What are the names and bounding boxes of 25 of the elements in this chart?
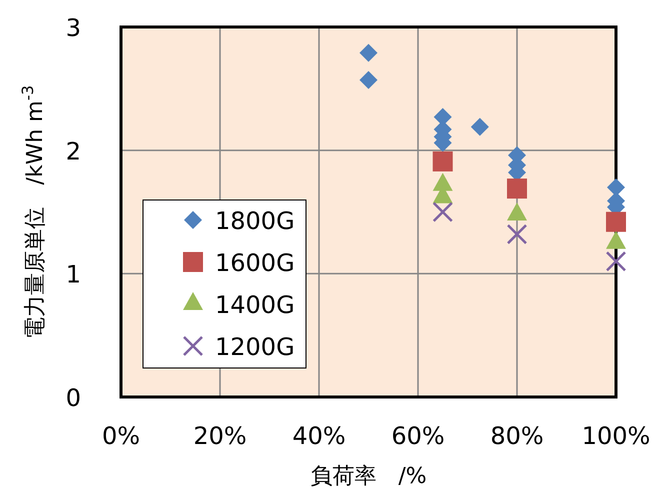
y-tick-label: 3 [66, 14, 81, 42]
x-tick-label: 20% [193, 422, 247, 450]
x-tick-label: 80% [490, 422, 544, 450]
point [360, 44, 378, 62]
point [507, 178, 527, 199]
point [607, 178, 625, 196]
point [606, 251, 626, 272]
x-tick-label: 40% [292, 422, 346, 450]
point [432, 202, 453, 222]
x-axis-title: 負荷率 /% [310, 464, 427, 489]
point [470, 118, 489, 136]
y-tick-label: 2 [66, 137, 81, 166]
y-tick-label: 0 [66, 384, 81, 412]
legend-label: 1200G [215, 333, 295, 361]
legend-label: 1600G [215, 249, 295, 277]
legend-label: 1400G [215, 291, 295, 319]
point [432, 151, 453, 172]
point [360, 71, 378, 90]
x-tick-label: 60% [391, 422, 445, 450]
x-tick-label: 100% [582, 422, 650, 450]
x-tick-label: 0% [102, 422, 140, 450]
point [506, 224, 528, 244]
legend-label: 1800G [215, 207, 295, 235]
y-tick-label: 1 [66, 260, 81, 289]
point [606, 212, 626, 232]
